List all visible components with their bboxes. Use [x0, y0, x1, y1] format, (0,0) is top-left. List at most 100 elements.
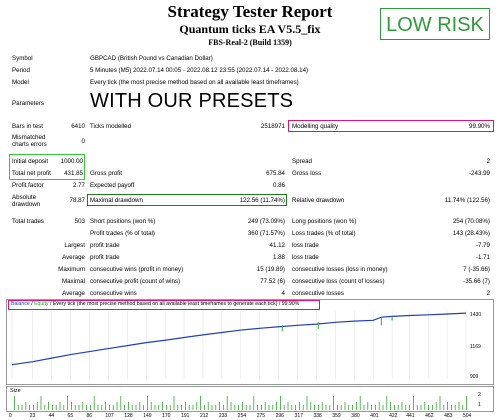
max-consecutive-losses-label: consecutive losses (loss in money): [292, 266, 388, 273]
size-bar: [135, 405, 137, 410]
size-bar: [413, 396, 414, 410]
largest-label: Largest: [64, 242, 85, 249]
size-bar: [17, 405, 19, 410]
x-tick-label: 191: [181, 413, 190, 419]
size-bar: [128, 402, 129, 410]
size-bar: [93, 396, 95, 410]
absolute-drawdown-label: Absolute: [12, 194, 37, 201]
size-bar: [238, 405, 239, 410]
quality-label: Modelling quality: [292, 123, 339, 130]
size-bar: [29, 405, 30, 410]
max-drawdown-value: 122.56 (11.74%): [239, 197, 285, 204]
size-bar: [337, 405, 338, 410]
y-tick-label: 1430: [470, 312, 482, 318]
size-bar: [428, 405, 429, 410]
x-tick-label: 504: [463, 413, 472, 419]
mismatch-label-2: charts errors: [12, 141, 47, 148]
size-bar: [234, 405, 236, 410]
x-tick-label: 0: [9, 413, 12, 419]
size-panel: [6, 386, 494, 412]
size-bar: [257, 405, 258, 410]
size-bar: [40, 396, 42, 410]
balance-line: [11, 312, 467, 366]
size-bar: [223, 405, 224, 410]
size-bar: [375, 405, 376, 410]
size-bar: [454, 405, 456, 410]
legend-equity: Equity: [34, 301, 49, 307]
legend-quality: / 99.90%: [277, 301, 300, 307]
size-bar: [291, 405, 293, 410]
size-bar: [90, 405, 91, 410]
profit-factor-label: Profit factor: [12, 182, 44, 189]
size-bar: [120, 396, 122, 410]
size-bar: [67, 396, 68, 410]
size-bar: [181, 405, 182, 410]
chart-legend-highlight: [8, 300, 320, 310]
size-bar: [321, 402, 323, 410]
size-bar: [447, 402, 448, 410]
bars-label: Bars in test: [12, 123, 43, 130]
max-consecutive-losses-value: 7 (-35.66): [463, 266, 490, 273]
max-consecutive-loss-label: consecutive loss (count of losses): [292, 278, 385, 285]
size-bar: [451, 405, 452, 410]
size-bar: [207, 402, 209, 410]
size-bar: [310, 402, 312, 410]
avg-consecutive-wins-value: 4: [281, 290, 285, 297]
low-risk-badge: LOW RISK: [380, 8, 490, 40]
size-bar: [139, 402, 141, 410]
size-bar: [211, 405, 213, 410]
expected-payoff-label: Expected payoff: [90, 182, 135, 189]
size-bar: [325, 405, 327, 410]
size-bar: [287, 402, 289, 410]
deposit-profit-highlight: [9, 154, 85, 180]
size-bar: [226, 396, 228, 410]
size-bar: [192, 405, 194, 410]
size-bar: [162, 402, 163, 410]
size-bar: [318, 405, 319, 410]
size-bar: [71, 402, 72, 410]
loss-trades-label: Loss trades (% of total): [292, 230, 356, 237]
x-tick-label: 44: [48, 413, 55, 419]
max-consecutive-wins-value: 15 (19.89): [256, 266, 285, 273]
size-bar: [382, 405, 384, 410]
size-bar: [143, 405, 144, 410]
x-tick-label: 462: [425, 413, 434, 419]
size-bar: [295, 405, 296, 410]
average-profit-value: 1.88: [272, 254, 285, 261]
average-profit-label: profit trade: [90, 254, 120, 261]
total-trades-label: Total trades: [12, 218, 44, 225]
server-name: FBS-Real-2 (Build 1359): [208, 38, 292, 47]
size-bar: [386, 396, 388, 410]
x-tick-label: 401: [370, 413, 379, 419]
gross-profit-label: Gross profit: [90, 170, 122, 177]
mismatch-label: Mismatched: [12, 134, 46, 141]
x-tick-label: 317: [294, 413, 303, 419]
x-tick-label: 483: [444, 413, 453, 419]
spread-value: 2: [486, 158, 490, 165]
bars-value: 6410: [71, 123, 85, 130]
size-bar: [435, 402, 437, 410]
absolute-drawdown-label-2: drawdown: [12, 201, 41, 208]
size-bar: [348, 405, 350, 410]
size-bar: [261, 405, 262, 410]
max-consecutive-loss-value: -35.66 (7): [463, 278, 490, 285]
size-bar: [33, 405, 34, 410]
size-bar: [390, 402, 391, 410]
avg-consecutive-losses-value: 2: [486, 290, 490, 297]
max-consecutive-profit-label: consecutive profit (count of wins): [90, 278, 181, 285]
average-label: Average: [62, 254, 85, 261]
model-label: Model: [12, 79, 29, 86]
loss-trades-value: 143 (28.43%): [452, 230, 490, 237]
size-bar: [352, 405, 353, 410]
max-consecutive-profit-value: 77.52 (6): [260, 278, 285, 285]
size-bar: [59, 402, 61, 410]
size-bar: [14, 396, 15, 410]
size-bar: [55, 405, 57, 410]
size-bar: [52, 405, 53, 410]
size-plot: [14, 396, 467, 410]
ea-name: Quantum ticks EA V5.5_fix: [179, 22, 321, 36]
x-tick-label: 107: [105, 413, 114, 419]
net-profit-label: Total net profit: [12, 170, 51, 177]
average-consecutive-label: Average: [62, 290, 85, 297]
x-tick-label: 128: [124, 413, 133, 419]
